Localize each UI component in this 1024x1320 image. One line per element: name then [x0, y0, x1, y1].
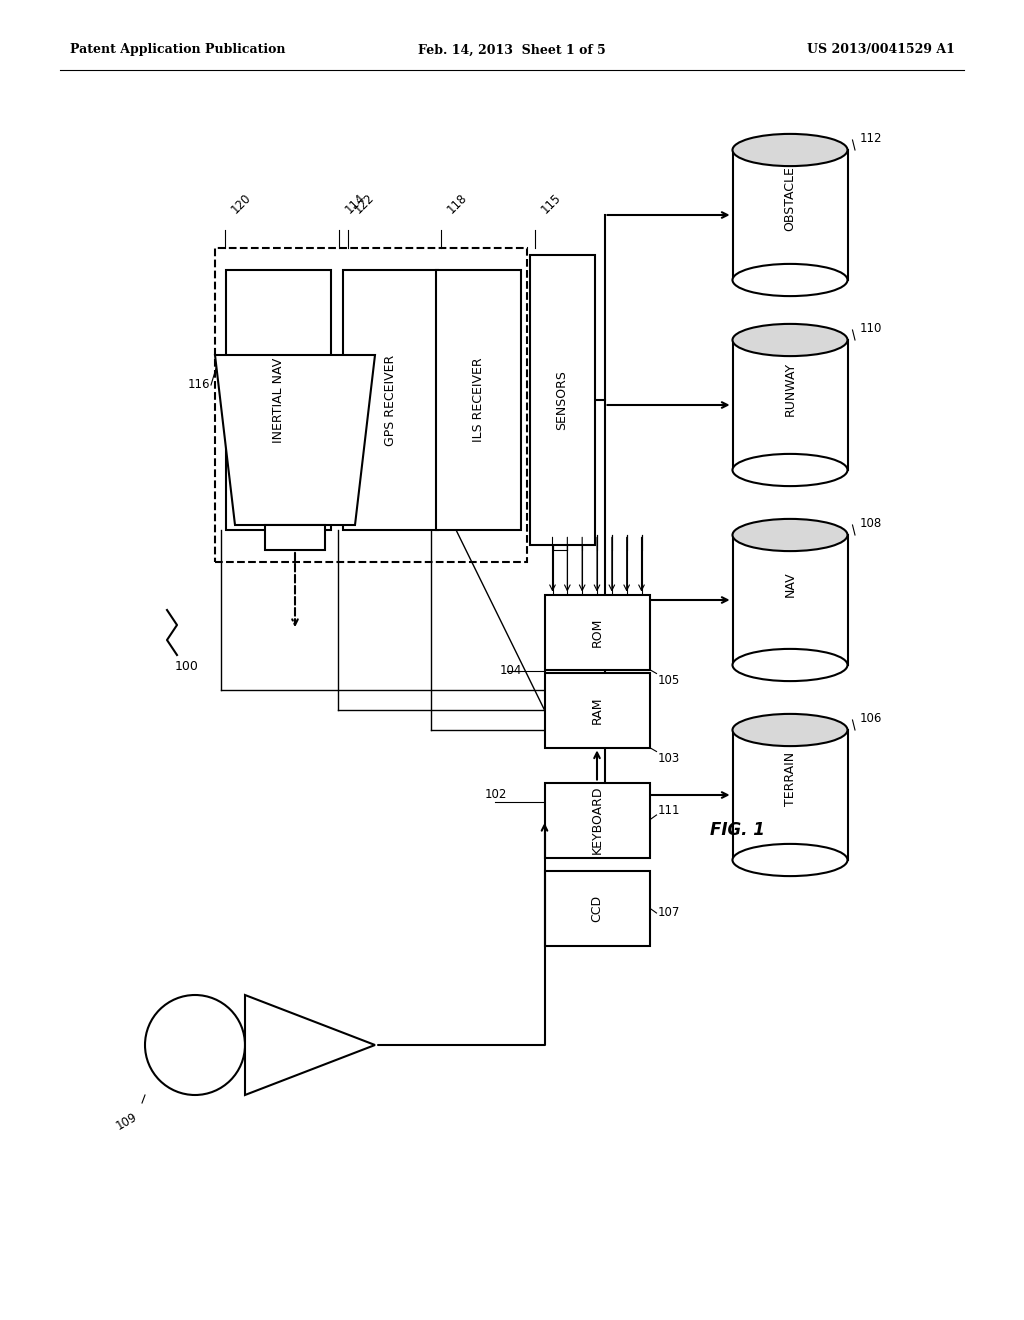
Bar [215, 248, 527, 562]
Bar [732, 730, 848, 861]
Text: RUNWAY: RUNWAY [783, 362, 797, 416]
Text: ROM: ROM [591, 618, 603, 647]
Text: 104: 104 [500, 664, 522, 677]
Ellipse shape [732, 519, 848, 552]
Bar [545, 672, 649, 747]
Ellipse shape [732, 843, 848, 876]
Text: NAV: NAV [783, 572, 797, 597]
Bar [545, 783, 649, 858]
Text: 105: 105 [657, 675, 680, 688]
Text: INERTIAL NAV: INERTIAL NAV [271, 358, 285, 442]
Bar [435, 271, 520, 531]
Bar [545, 594, 649, 669]
Text: 103: 103 [657, 752, 680, 766]
Text: 116: 116 [187, 379, 210, 392]
Ellipse shape [732, 323, 848, 356]
Bar [732, 150, 848, 280]
Text: CCD: CCD [591, 895, 603, 921]
Text: KEYBOARD: KEYBOARD [591, 785, 603, 854]
Bar [225, 271, 331, 531]
Bar [732, 341, 848, 470]
Text: SENSORS: SENSORS [555, 370, 568, 430]
Text: 112: 112 [860, 132, 883, 145]
Text: 114: 114 [342, 191, 368, 216]
Text: FIG. 1: FIG. 1 [710, 821, 765, 840]
Text: GPS RECEIVER: GPS RECEIVER [384, 354, 396, 446]
Text: 122: 122 [351, 191, 377, 216]
Polygon shape [245, 995, 375, 1096]
Text: TERRAIN: TERRAIN [783, 752, 797, 807]
Text: Feb. 14, 2013  Sheet 1 of 5: Feb. 14, 2013 Sheet 1 of 5 [418, 44, 606, 57]
Polygon shape [265, 525, 325, 550]
Bar [545, 870, 649, 945]
Ellipse shape [732, 454, 848, 486]
Ellipse shape [732, 133, 848, 166]
Text: 107: 107 [657, 907, 680, 920]
Polygon shape [215, 355, 375, 525]
Bar [732, 535, 848, 665]
Text: 115: 115 [539, 191, 563, 216]
Ellipse shape [732, 649, 848, 681]
Text: RAM: RAM [591, 696, 603, 723]
Text: 118: 118 [444, 191, 470, 216]
Text: 111: 111 [657, 804, 680, 817]
Text: 106: 106 [860, 711, 883, 725]
Ellipse shape [732, 714, 848, 746]
Text: 108: 108 [860, 517, 883, 531]
Text: OBSTACLE: OBSTACLE [783, 166, 797, 231]
Text: ILS RECEIVER: ILS RECEIVER [471, 358, 484, 442]
Bar [342, 271, 437, 531]
Text: 120: 120 [229, 191, 254, 216]
Text: 110: 110 [860, 322, 883, 335]
Circle shape [145, 995, 245, 1096]
Text: 100: 100 [175, 660, 199, 673]
Text: Patent Application Publication: Patent Application Publication [70, 44, 286, 57]
Text: 109: 109 [114, 1110, 140, 1133]
Text: US 2013/0041529 A1: US 2013/0041529 A1 [807, 44, 955, 57]
Text: 102: 102 [484, 788, 507, 801]
Ellipse shape [732, 264, 848, 296]
Bar [529, 255, 595, 545]
